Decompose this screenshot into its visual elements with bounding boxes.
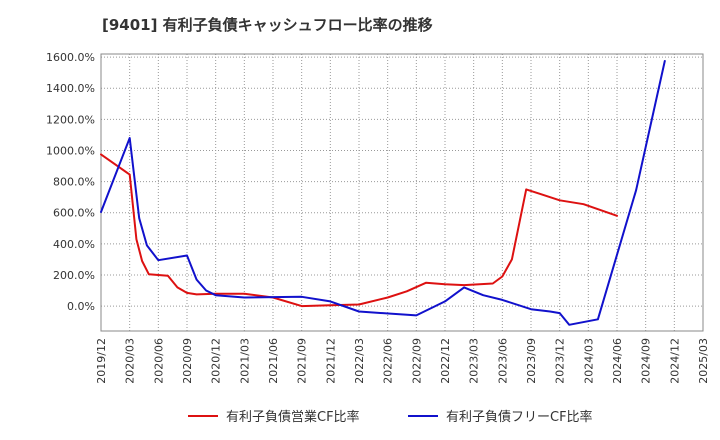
series-line-free-cf (100, 60, 666, 326)
y-tick-label: 1400.0% (46, 82, 95, 95)
plot-frame (100, 53, 704, 332)
x-tick-label: 2023/09 (525, 338, 538, 384)
x-tick-label: 2024/06 (611, 338, 624, 384)
series-line-operating-cf (100, 153, 618, 308)
series-layer (100, 60, 666, 326)
y-tick-label: 600.0% (53, 207, 95, 220)
x-tick-label: 2024/12 (668, 338, 681, 384)
x-tick-label: 2021/09 (296, 338, 309, 384)
y-tick-label: 200.0% (53, 269, 95, 282)
x-gridlines (100, 54, 704, 331)
x-tick-label: 2020/03 (124, 338, 137, 384)
x-tick-label: 2020/06 (152, 338, 165, 384)
x-axis-ticks: 2019/12 2020/03 2020/06 2020/09 2020/12 2021/… (95, 338, 710, 384)
x-tick-label: 2022/06 (382, 338, 395, 384)
y-tick-label: 1600.0% (46, 51, 95, 64)
y-tick-label: 0.0% (67, 300, 95, 313)
x-tick-label: 2020/09 (181, 338, 194, 384)
x-tick-label: 2023/06 (496, 338, 509, 384)
legend-swatch-red (188, 414, 218, 417)
legend-item-operating-cf: 有利子負債営業CF比率 (188, 406, 360, 425)
y-axis-ticks: 0.0% 200.0% 400.0% 600.0% 800.0% 1000.0% 1200.… (46, 51, 95, 313)
x-tick-label: 2021/03 (238, 338, 251, 384)
y-tick-label: 400.0% (53, 238, 95, 251)
x-tick-label: 2025/03 (697, 338, 710, 384)
x-tick-label: 2022/09 (410, 338, 423, 384)
x-tick-label: 2019/12 (95, 338, 108, 384)
x-tick-label: 2021/12 (324, 338, 337, 384)
x-tick-label: 2023/12 (554, 338, 567, 384)
x-tick-label: 2021/06 (267, 338, 280, 384)
chart-title: [9401] 有利子負債キャッシュフロー比率の推移 (102, 16, 433, 34)
legend-swatch-blue (408, 414, 438, 417)
x-tick-label: 2022/03 (353, 338, 366, 384)
x-tick-label: 2023/03 (468, 338, 481, 384)
legend-label: 有利子負債営業CF比率 (226, 410, 360, 425)
plot-area (101, 54, 703, 331)
legend-item-free-cf: 有利子負債フリーCF比率 (408, 406, 593, 425)
x-tick-label: 2024/03 (582, 338, 595, 384)
y-tick-label: 1200.0% (46, 113, 95, 126)
y-tick-label: 1000.0% (46, 144, 95, 157)
x-tick-label: 2022/12 (439, 338, 452, 384)
x-tick-label: 2024/09 (640, 338, 653, 384)
x-tick-label: 2020/12 (210, 338, 223, 384)
y-tick-label: 800.0% (53, 176, 95, 189)
legend-label: 有利子負債フリーCF比率 (446, 410, 593, 425)
